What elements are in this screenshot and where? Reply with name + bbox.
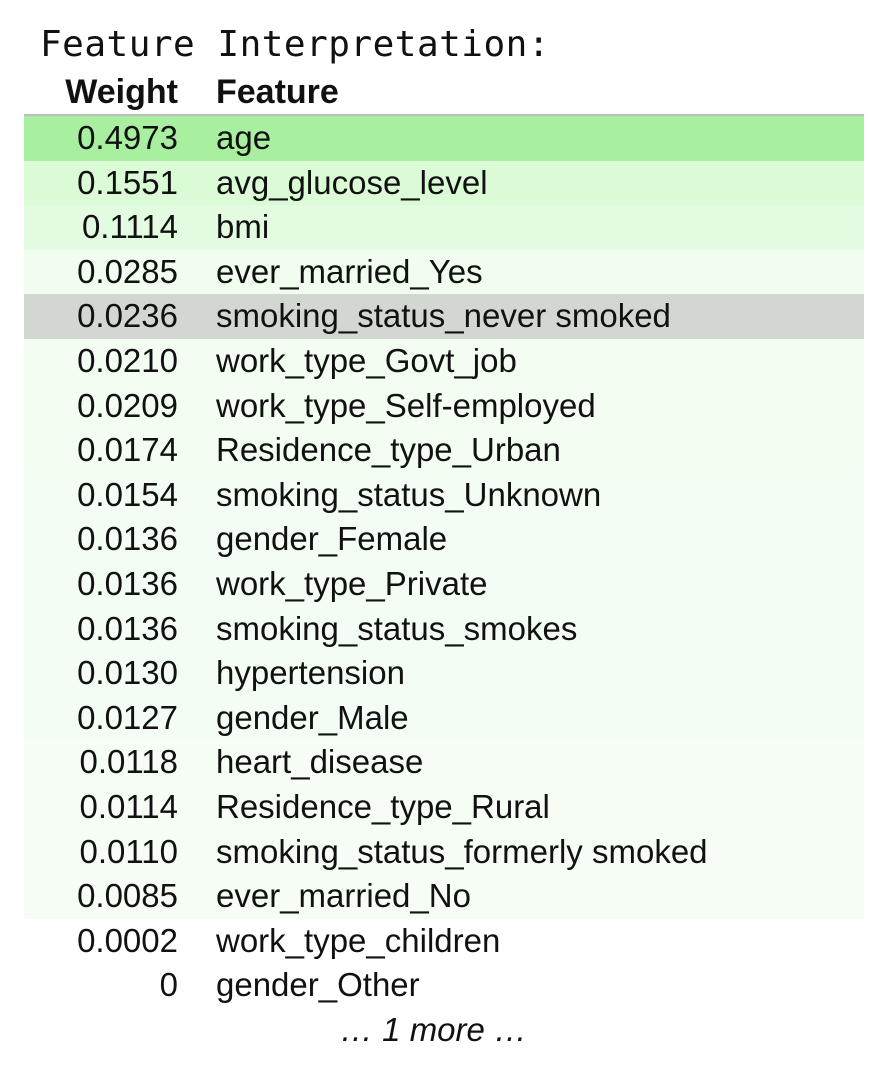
weight-cell: 0.0136: [77, 520, 178, 558]
table-row: 0.0118 heart_disease: [24, 740, 864, 785]
table-row: 0.0130 hypertension: [24, 651, 864, 696]
weight-cell: 0.0236: [77, 297, 178, 335]
weight-cell: 0.1551: [77, 163, 178, 201]
weight-cell: 0.1114: [81, 208, 178, 246]
weight-cell: 0.0002: [77, 921, 178, 959]
table-row: 0 gender_Other: [24, 963, 864, 1008]
feature-cell: hypertension: [216, 654, 405, 692]
feature-cell: work_type_Govt_job: [216, 341, 517, 379]
table-row: 0.0136 smoking_status_smokes: [24, 606, 864, 652]
weight-cell: 0.0130: [77, 654, 178, 692]
feature-cell: Residence_type_Rural: [216, 787, 550, 825]
weight-cell: 0.0127: [77, 698, 178, 736]
table-row: 0.0285 ever_married_Yes: [24, 249, 864, 295]
weight-cell: 0.0209: [77, 386, 178, 424]
table-row: 0.0136 gender_Female: [24, 517, 864, 562]
feature-cell: smoking_status_formerly smoked: [216, 832, 708, 870]
table-row: 0.0110 smoking_status_formerly smoked: [24, 829, 864, 875]
feature-cell: ever_married_Yes: [216, 252, 483, 290]
table-row: 0.0154 smoking_status_Unknown: [24, 472, 864, 518]
table-row: 0.0114 Residence_type_Rural: [24, 784, 864, 830]
output-heading: Feature Interpretation:: [40, 24, 550, 65]
weight-cell: 0.0110: [79, 832, 178, 870]
feature-cell: work_type_children: [216, 921, 501, 959]
table-header-row: Weight Feature: [24, 70, 864, 116]
weight-cell: 0.0174: [77, 431, 178, 469]
table-row: 0.0127 gender_Male: [24, 695, 864, 741]
weight-cell: 0: [159, 966, 178, 1004]
weight-cell: 0.0136: [77, 564, 178, 602]
weight-cell: 0.0118: [79, 743, 178, 781]
table-row: 0.4973 age: [24, 115, 864, 161]
table-row: 0.1114 bmi: [24, 205, 864, 250]
table-row: 0.0085 ever_married_No: [24, 874, 864, 919]
feature-cell: gender_Female: [216, 520, 448, 558]
table-row: 0.0136 work_type_Private: [24, 561, 864, 607]
feature-cell: work_type_Private: [216, 564, 488, 602]
weight-cell: 0.0154: [77, 475, 178, 513]
weight-cell: 0.0210: [77, 341, 178, 379]
feature-cell: gender_Male: [216, 698, 409, 736]
feature-cell: work_type_Self-employed: [216, 386, 596, 424]
weight-cell: 0.4973: [77, 119, 178, 156]
weight-cell: 0.0114: [79, 787, 178, 825]
weight-cell: 0.0085: [77, 877, 178, 915]
table-row: 0.0174 Residence_type_Urban: [24, 428, 864, 473]
feature-cell: age: [216, 119, 272, 156]
weight-cell: 0.0285: [77, 252, 178, 290]
feature-column-header: Feature: [216, 70, 864, 116]
feature-cell: smoking_status_Unknown: [216, 475, 602, 513]
table-row: 0.0236 smoking_status_never smoked: [24, 294, 864, 339]
feature-cell: gender_Other: [216, 966, 420, 1004]
more-rows-indicator: … 1 more …: [340, 1011, 528, 1048]
table-row: 0.1551 avg_glucose_level: [24, 160, 864, 206]
feature-cell: Residence_type_Urban: [216, 431, 561, 469]
feature-weights-table: Weight Feature 0.4973 age 0.1551 avg_glucos…: [24, 70, 864, 1008]
feature-cell: avg_glucose_level: [216, 163, 488, 201]
table-row: 0.0209 work_type_Self-employed: [24, 383, 864, 429]
table-row: 0.0210 work_type_Govt_job: [24, 338, 864, 384]
feature-cell: heart_disease: [216, 743, 424, 781]
weight-cell: 0.0136: [77, 609, 178, 647]
table-body: 0.4973 age 0.1551 avg_glucose_level 0.1114 bm…: [24, 115, 864, 1008]
feature-cell: ever_married_No: [216, 877, 471, 915]
feature-cell: bmi: [216, 208, 270, 246]
table-row: 0.0002 work_type_children: [24, 918, 864, 964]
weight-column-header: Weight: [24, 70, 216, 116]
feature-cell: smoking_status_smokes: [216, 609, 578, 647]
feature-cell: smoking_status_never smoked: [216, 297, 671, 335]
